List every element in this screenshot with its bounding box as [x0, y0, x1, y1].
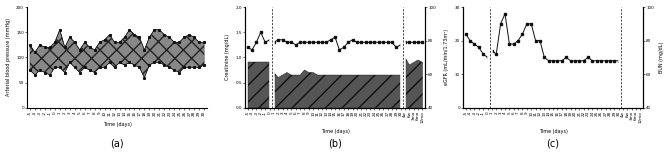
Text: (a): (a) — [111, 138, 124, 148]
Y-axis label: BUN (mg/dL): BUN (mg/dL) — [659, 42, 665, 73]
Y-axis label: Creatinine (mg/dL): Creatinine (mg/dL) — [225, 34, 230, 81]
Text: (c): (c) — [547, 138, 559, 148]
Text: (b): (b) — [328, 138, 342, 148]
X-axis label: Time (days): Time (days) — [321, 129, 350, 133]
Y-axis label: eGFR (mL/min/1.73m²): eGFR (mL/min/1.73m²) — [444, 29, 449, 85]
Y-axis label: Arterial blood pressure (mmHg): Arterial blood pressure (mmHg) — [5, 18, 11, 96]
X-axis label: Time (days): Time (days) — [103, 122, 131, 127]
X-axis label: Time (days): Time (days) — [539, 129, 567, 133]
